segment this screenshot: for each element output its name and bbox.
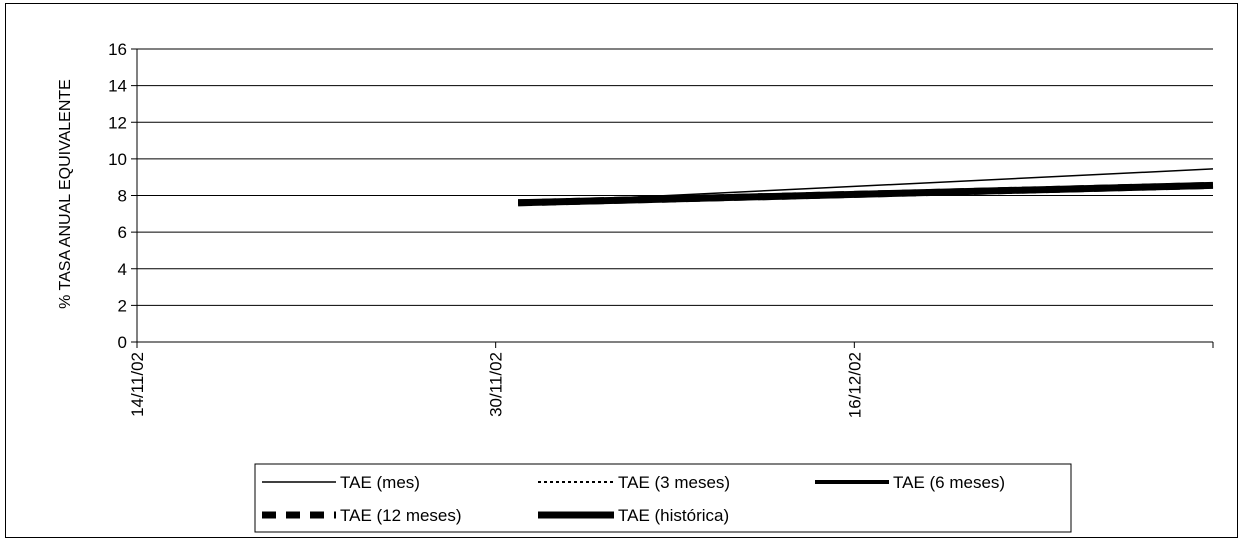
y-tick-label: 2 bbox=[118, 296, 127, 315]
legend: TAE (mes) TAE (3 meses) TAE (6 meses) TAE (… bbox=[254, 463, 1072, 533]
legend-label: TAE (12 meses) bbox=[340, 506, 462, 525]
x-tick-labels: 14/11/02 30/11/02 16/12/02 bbox=[128, 352, 864, 418]
legend-label: TAE (6 meses) bbox=[893, 473, 1005, 492]
chart-frame bbox=[5, 3, 1238, 538]
y-tick-label: 16 bbox=[108, 40, 127, 59]
grid-lines bbox=[137, 48, 1213, 306]
y-axis-title: % TASA ANUAL EQUIVALENTE bbox=[57, 79, 74, 309]
y-tick-label: 8 bbox=[118, 187, 127, 206]
y-tick-label: 0 bbox=[118, 333, 127, 352]
y-tick-labels: 0 2 4 6 8 10 12 14 16 bbox=[108, 40, 127, 352]
y-tick-label: 14 bbox=[108, 77, 127, 96]
y-tick-label: 10 bbox=[108, 150, 127, 169]
y-tick-label: 12 bbox=[108, 113, 127, 132]
series-lines bbox=[518, 168, 1214, 207]
legend-box bbox=[254, 463, 1072, 533]
x-tick-label: 16/12/02 bbox=[845, 352, 864, 418]
axes bbox=[131, 48, 1214, 348]
y-tick-label: 6 bbox=[118, 223, 127, 242]
x-tick-label: 14/11/02 bbox=[128, 352, 147, 417]
series-line-1 bbox=[518, 168, 1214, 204]
y-tick-label: 4 bbox=[118, 260, 127, 279]
legend-label: TAE (3 meses) bbox=[618, 473, 730, 492]
x-tick-label: 30/11/02 bbox=[487, 352, 506, 417]
series-line-2 bbox=[518, 184, 1214, 204]
legend-label: TAE (mes) bbox=[340, 473, 420, 492]
legend-label: TAE (histórica) bbox=[618, 506, 729, 525]
